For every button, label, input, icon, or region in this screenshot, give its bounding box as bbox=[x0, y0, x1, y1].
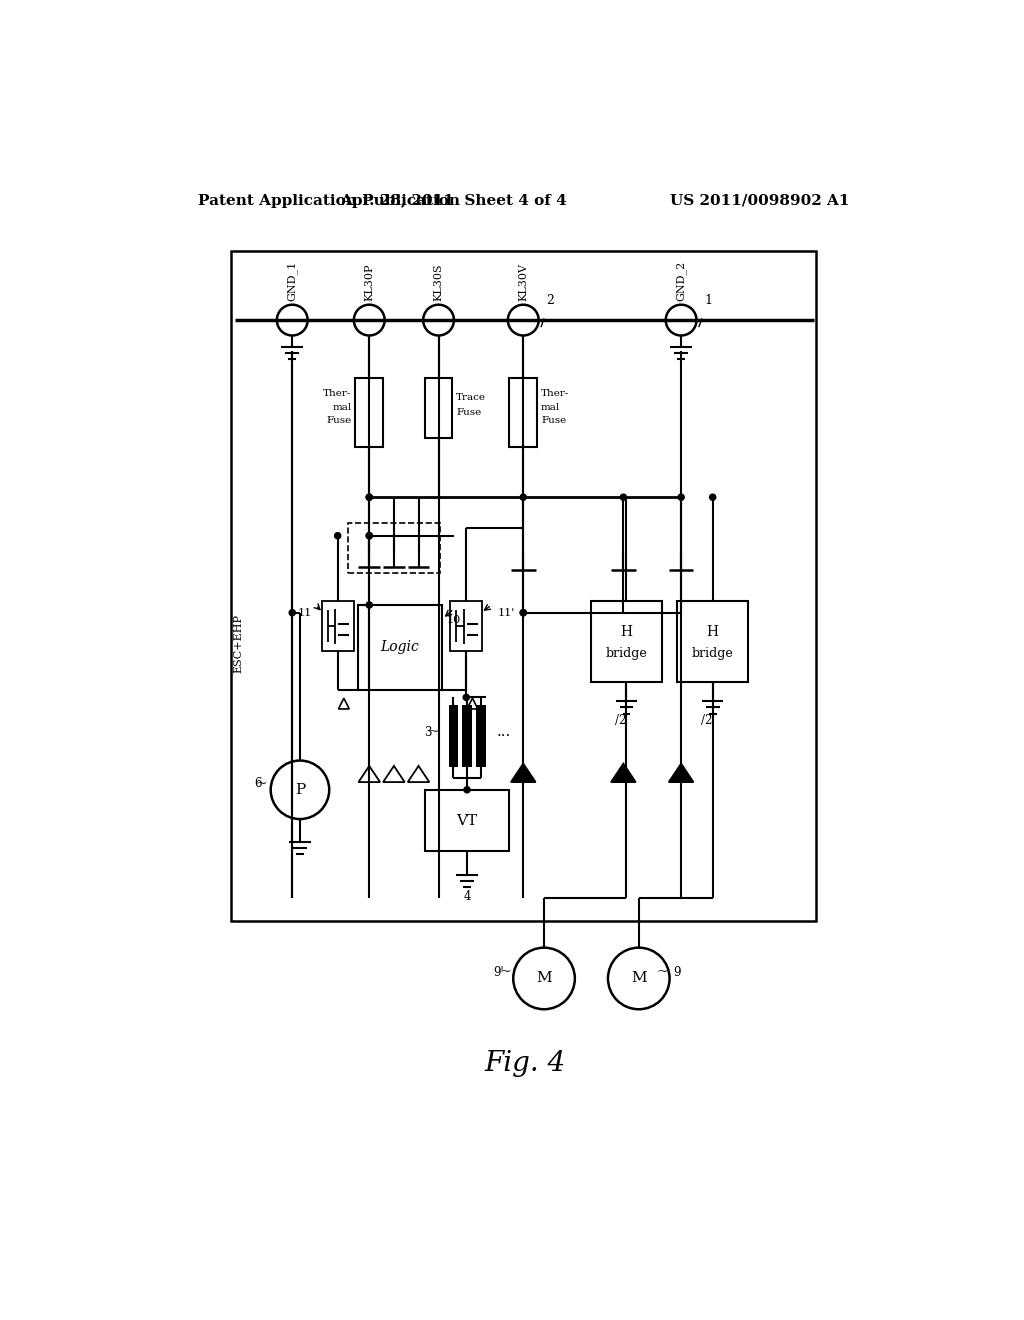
Circle shape bbox=[463, 694, 469, 701]
Bar bbox=[322, 601, 354, 651]
Bar bbox=[357, 605, 442, 689]
Text: 6: 6 bbox=[254, 777, 261, 791]
Text: Fuse: Fuse bbox=[457, 408, 481, 417]
Text: ~: ~ bbox=[428, 725, 439, 739]
Text: bridge: bridge bbox=[692, 647, 733, 660]
Circle shape bbox=[520, 610, 526, 615]
Text: P: P bbox=[295, 783, 305, 797]
Circle shape bbox=[367, 494, 373, 500]
Circle shape bbox=[335, 532, 341, 539]
Circle shape bbox=[621, 494, 627, 500]
Text: GND_2: GND_2 bbox=[676, 260, 686, 301]
Text: KL30V: KL30V bbox=[518, 263, 528, 301]
Circle shape bbox=[464, 787, 470, 793]
Text: 11': 11' bbox=[498, 607, 515, 618]
Text: M: M bbox=[537, 972, 552, 986]
Text: 4: 4 bbox=[463, 890, 471, 903]
Text: Apr. 28, 2011  Sheet 4 of 4: Apr. 28, 2011 Sheet 4 of 4 bbox=[341, 194, 567, 207]
Circle shape bbox=[508, 305, 539, 335]
Circle shape bbox=[354, 305, 385, 335]
Text: bridge: bridge bbox=[605, 647, 647, 660]
Text: ~: ~ bbox=[500, 965, 511, 979]
Circle shape bbox=[520, 610, 526, 615]
Text: H: H bbox=[621, 624, 633, 639]
Text: ~: ~ bbox=[656, 965, 668, 979]
Circle shape bbox=[367, 532, 373, 539]
Bar bbox=[451, 601, 482, 651]
Circle shape bbox=[678, 494, 684, 500]
Polygon shape bbox=[383, 766, 404, 781]
Circle shape bbox=[678, 610, 684, 615]
Bar bbox=[425, 789, 509, 851]
Text: M: M bbox=[631, 972, 646, 986]
Bar bbox=[355, 378, 383, 447]
Circle shape bbox=[513, 948, 574, 1010]
Circle shape bbox=[367, 602, 373, 609]
Text: /2: /2 bbox=[614, 714, 626, 727]
Polygon shape bbox=[408, 766, 429, 781]
Circle shape bbox=[367, 494, 373, 500]
Text: 1: 1 bbox=[705, 294, 713, 308]
Circle shape bbox=[520, 494, 526, 500]
Polygon shape bbox=[611, 763, 636, 781]
Text: 3: 3 bbox=[424, 726, 432, 739]
Text: 11: 11 bbox=[298, 607, 312, 618]
Polygon shape bbox=[511, 763, 536, 781]
Bar bbox=[230, 251, 816, 921]
Circle shape bbox=[276, 305, 307, 335]
Text: Ther-: Ther- bbox=[541, 389, 569, 397]
Text: ESC+EHP: ESC+EHP bbox=[233, 614, 244, 673]
Bar bbox=[348, 524, 440, 573]
Text: KL30P: KL30P bbox=[365, 264, 374, 301]
Text: Fuse: Fuse bbox=[327, 417, 351, 425]
Text: US 2011/0098902 A1: US 2011/0098902 A1 bbox=[670, 194, 849, 207]
Bar bbox=[463, 705, 472, 767]
Text: KL30S: KL30S bbox=[433, 263, 443, 301]
Text: GND_1: GND_1 bbox=[287, 260, 298, 301]
Bar bbox=[677, 601, 749, 682]
Text: 2: 2 bbox=[547, 294, 554, 308]
Circle shape bbox=[270, 760, 330, 818]
Text: 10: 10 bbox=[446, 615, 461, 626]
Text: 9': 9' bbox=[494, 966, 504, 979]
Text: Ther-: Ther- bbox=[324, 389, 351, 397]
Circle shape bbox=[710, 494, 716, 500]
Text: ~: ~ bbox=[256, 776, 267, 791]
Bar bbox=[425, 378, 453, 438]
Text: Fig. 4: Fig. 4 bbox=[484, 1049, 565, 1077]
Circle shape bbox=[666, 305, 696, 335]
Text: Fuse: Fuse bbox=[541, 417, 566, 425]
Text: H: H bbox=[707, 624, 719, 639]
Bar bbox=[509, 378, 538, 447]
Text: ...: ... bbox=[497, 725, 511, 739]
Bar bbox=[476, 705, 485, 767]
Polygon shape bbox=[358, 766, 380, 781]
Bar bbox=[449, 705, 458, 767]
Circle shape bbox=[367, 532, 373, 539]
Bar bbox=[591, 601, 662, 682]
Circle shape bbox=[289, 610, 295, 615]
Text: Logic: Logic bbox=[381, 640, 420, 655]
Circle shape bbox=[423, 305, 454, 335]
Text: mal: mal bbox=[333, 403, 351, 412]
Text: /2: /2 bbox=[700, 714, 713, 727]
Polygon shape bbox=[669, 763, 693, 781]
Text: VT: VT bbox=[457, 813, 477, 828]
Text: 9: 9 bbox=[674, 966, 681, 979]
Circle shape bbox=[608, 948, 670, 1010]
Text: mal: mal bbox=[541, 403, 560, 412]
Text: Patent Application Publication: Patent Application Publication bbox=[199, 194, 461, 207]
Text: Trace: Trace bbox=[457, 392, 486, 401]
